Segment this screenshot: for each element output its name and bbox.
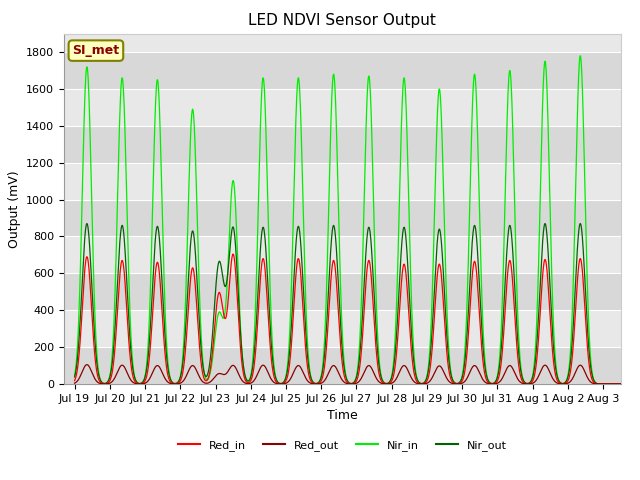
Legend: Red_in, Red_out, Nir_in, Nir_out: Red_in, Red_out, Nir_in, Nir_out — [173, 436, 511, 456]
Bar — [64, 52, 621, 89]
Bar — [64, 163, 621, 200]
Bar — [64, 200, 621, 237]
Bar — [64, 89, 621, 126]
Bar — [64, 237, 621, 273]
X-axis label: Time: Time — [327, 409, 358, 422]
Y-axis label: Output (mV): Output (mV) — [8, 170, 20, 248]
Text: SI_met: SI_met — [72, 44, 120, 57]
Bar — [64, 347, 621, 384]
Bar — [64, 310, 621, 347]
Bar — [64, 126, 621, 163]
Bar — [64, 273, 621, 310]
Title: LED NDVI Sensor Output: LED NDVI Sensor Output — [248, 13, 436, 28]
